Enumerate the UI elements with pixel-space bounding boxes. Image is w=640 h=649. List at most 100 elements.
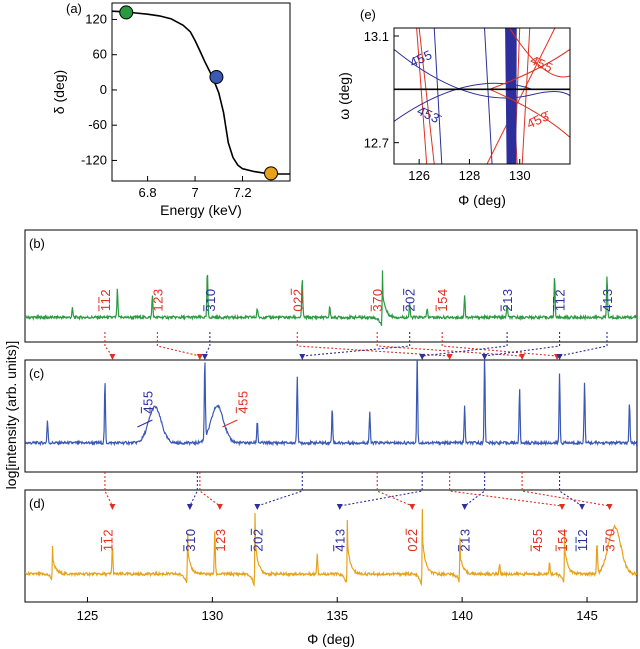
d-reflection-label-text: 370 xyxy=(603,528,618,551)
panel-a-xlabel: Energy (keV) xyxy=(160,202,242,218)
e-ytick-label: 12.7 xyxy=(364,136,389,151)
e-vline-0 xyxy=(418,28,435,164)
connector-top-head xyxy=(109,354,116,360)
d-reflection-label: 154 xyxy=(555,528,570,551)
d-reflection-label: 213 xyxy=(458,528,473,551)
connector-bottom xyxy=(521,472,610,507)
d-reflection-label: 455 xyxy=(530,528,545,551)
b-reflection-label: 370 xyxy=(370,288,385,311)
c-pointer xyxy=(137,419,153,428)
c-pointer xyxy=(222,419,238,428)
d-reflection-label: 112 xyxy=(575,529,590,552)
connector-top-head xyxy=(481,354,488,360)
connector-bottom-head xyxy=(336,504,343,510)
spectrum-c xyxy=(25,360,637,447)
connector-top-head xyxy=(299,354,306,360)
connector-bottom-head xyxy=(409,504,416,510)
e-curve-blue-2 xyxy=(394,82,533,122)
e-cluster-line xyxy=(510,28,513,164)
panel-c-frame xyxy=(24,359,638,473)
connector-bottom-head xyxy=(559,504,566,510)
e-xtick-label: 128 xyxy=(459,168,481,183)
e-cluster-line xyxy=(506,28,510,164)
b-reflection-label-text: 213 xyxy=(500,288,515,311)
e-curve-red-2 xyxy=(489,88,570,138)
spectrum-b xyxy=(25,270,637,326)
b-reflection-label-text: 112 xyxy=(98,289,113,311)
d-xtick-label: 140 xyxy=(451,608,473,623)
connector-top xyxy=(204,332,211,357)
d-xtick-label: 145 xyxy=(576,608,598,623)
connector-bottom xyxy=(257,472,303,507)
a-ytick-label: -60 xyxy=(88,117,107,132)
b-reflection-label-text: 022 xyxy=(290,288,305,311)
b-reflection-label: 154 xyxy=(435,288,450,311)
a-marker-orange xyxy=(264,166,279,181)
d-reflection-label-text: 022 xyxy=(405,528,420,551)
a-marker-blue xyxy=(209,70,224,85)
b-reflection-label: 202 xyxy=(403,288,418,311)
connector-top-head xyxy=(446,354,453,360)
connector-bottom xyxy=(189,472,198,507)
panel-d-label: (d) xyxy=(29,496,45,511)
panel-e-ylabel: ω (deg) xyxy=(336,72,352,120)
e-cluster-line xyxy=(514,28,517,164)
connector-bottom-head xyxy=(216,504,223,510)
e-vline-3 xyxy=(484,28,493,164)
c-reflection-label: 455 xyxy=(140,390,155,413)
connector-top xyxy=(302,332,411,357)
connector-bottom xyxy=(104,472,113,507)
e-reflection-label-0: 4̄55 xyxy=(407,47,434,70)
panel-c-label: (c) xyxy=(29,366,44,381)
d-xtick-label: 135 xyxy=(326,608,348,623)
b-reflection-label-text: 413 xyxy=(600,288,615,311)
connector-top-head xyxy=(196,354,203,360)
connector-bottom xyxy=(449,472,563,507)
shared-ylabel: log[intensity (arb. units)] xyxy=(3,341,19,490)
panel-b: (b) 112 123 310 022 370 202 154 213 112 413 xyxy=(24,229,638,343)
panel-a-frame xyxy=(111,2,291,182)
connector-bottom-head xyxy=(579,504,586,510)
e-curves xyxy=(394,28,570,164)
connector-bottom xyxy=(339,472,423,507)
e-ytick-label: 13.1 xyxy=(364,29,389,44)
connector-bottom xyxy=(559,472,583,507)
panel-d: (d) 125 130 135 140 145 112 310 123 202 413 022 213… xyxy=(24,489,638,647)
b-reflection-label: 112 xyxy=(553,289,568,312)
panel-e-frame xyxy=(393,27,571,165)
connector-bottom-head xyxy=(186,504,193,510)
panel-c: (c) 455 455 xyxy=(24,359,638,473)
e-xtick-label: 126 xyxy=(408,168,430,183)
b-reflection-label: 112 xyxy=(98,289,113,312)
connector-top-head xyxy=(419,354,426,360)
a-ytick-label: 0 xyxy=(100,82,107,97)
d-reflection-label: 413 xyxy=(333,528,348,551)
c-reflection-label-text: 455 xyxy=(140,390,155,413)
e-xtick-label: 130 xyxy=(509,168,531,183)
a-curve xyxy=(111,10,290,175)
spectrum-d xyxy=(25,508,637,588)
b-reflection-label-text: 112 xyxy=(553,289,568,311)
e-cluster-line xyxy=(507,28,511,164)
a-ytick-label: -120 xyxy=(81,152,107,167)
panel-a-ylabel: δ (deg) xyxy=(51,70,67,114)
e-reflection-label-2: 4̄55 xyxy=(528,52,555,75)
e-reflection-label-3: 4̄53̄ xyxy=(524,108,553,132)
d-reflection-label-text: 112 xyxy=(100,529,115,551)
panel-e-label: (e) xyxy=(360,7,376,22)
connector-top xyxy=(559,332,608,357)
a-marker-green xyxy=(119,5,134,20)
b-reflection-label: 213 xyxy=(500,288,515,311)
connector-bottom-head xyxy=(461,504,468,510)
e-vline-1 xyxy=(416,28,428,164)
e-curve-blue-1 xyxy=(394,48,570,143)
c-reflection-label-text: 455 xyxy=(235,390,250,413)
e-curve-red-1 xyxy=(489,48,570,90)
panel-e-xlabel: Φ (deg) xyxy=(458,192,506,208)
b-reflection-label: 413 xyxy=(600,288,615,311)
d-reflection-label: 022 xyxy=(405,528,420,551)
panel-a-label: (a) xyxy=(66,1,82,16)
b-reflection-label: 123 xyxy=(150,288,165,311)
connector-bottom-head xyxy=(606,504,613,510)
